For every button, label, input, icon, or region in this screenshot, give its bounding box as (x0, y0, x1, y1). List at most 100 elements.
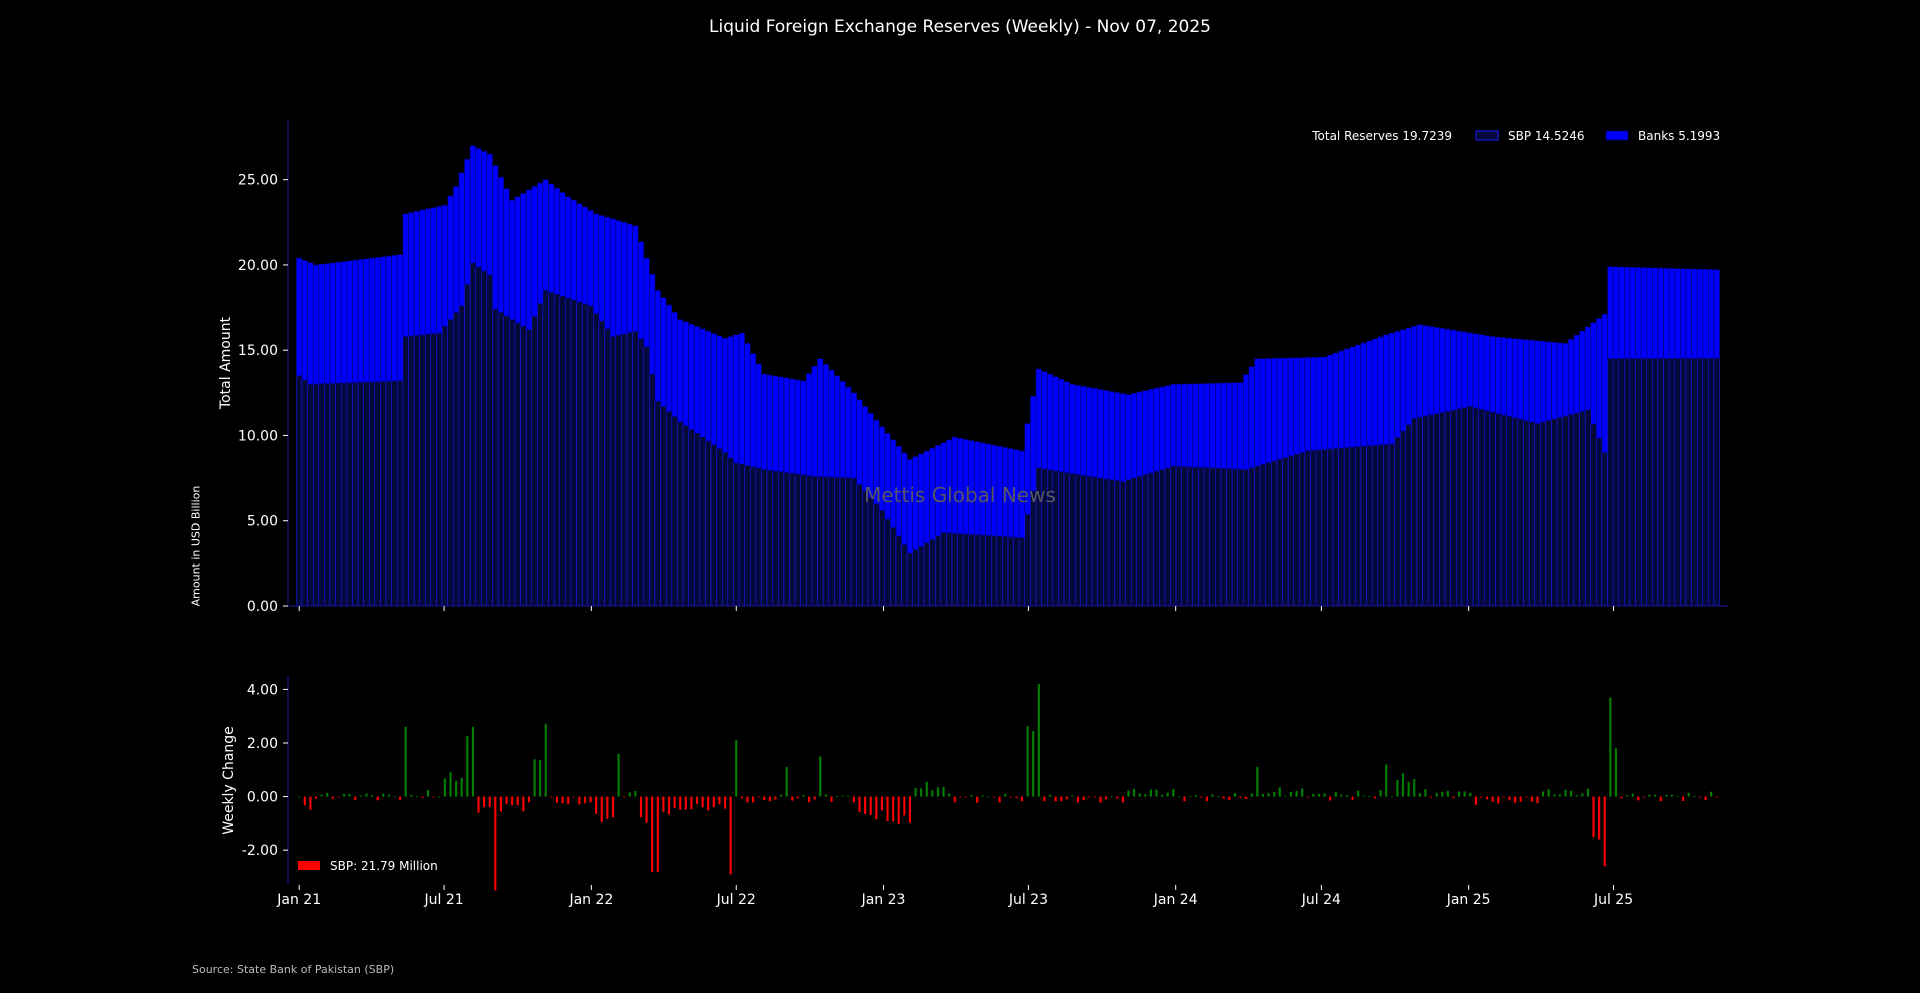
sbp-bar (867, 497, 874, 607)
sbp-bar (1439, 412, 1446, 607)
weekly-change-bar (1211, 794, 1214, 797)
banks-bar (1696, 268, 1704, 359)
banks-bar (1455, 330, 1463, 410)
weekly-change-bar (1345, 794, 1349, 797)
sbp-bar (363, 381, 370, 607)
sbp-bar (1248, 467, 1255, 607)
banks-bar (1248, 366, 1255, 469)
weekly-change-bar (1469, 792, 1472, 797)
sbp-bar (1371, 445, 1379, 607)
weekly-change-bar (1189, 796, 1192, 798)
weekly-change-bar (466, 736, 469, 797)
weekly-change-bar (1194, 794, 1197, 797)
sbp-bar (1175, 466, 1182, 607)
weekly-change-bar (1530, 796, 1533, 802)
banks-bar (1091, 388, 1098, 478)
weekly-change-bar (751, 796, 755, 803)
banks-bar (1702, 269, 1709, 359)
banks-bar (1584, 326, 1592, 411)
sbp-bar (1388, 443, 1395, 607)
weekly-change-bar (1396, 779, 1399, 797)
sbp-bar (845, 477, 852, 607)
watermark: Mettis Global News (864, 483, 1056, 507)
weekly-change-bar (1076, 796, 1080, 803)
sbp-bar (862, 490, 869, 607)
x-tick-label: Jul 21 (424, 892, 464, 908)
sbp-bar (626, 332, 633, 607)
weekly-change-bar (690, 796, 693, 810)
banks-bar (1046, 373, 1054, 471)
banks-bar (1461, 331, 1468, 408)
sbp-bar (391, 380, 398, 607)
weekly-change-bar (432, 796, 435, 798)
weekly-change-bar (645, 796, 648, 823)
weekly-change-bar (1698, 796, 1702, 798)
weekly-change-bar (1020, 796, 1024, 802)
banks-bar (581, 206, 589, 305)
banks-bar (1590, 322, 1597, 425)
weekly-change-bar (1317, 794, 1321, 797)
sbp-bar (1696, 358, 1704, 607)
banks-bar (1540, 340, 1547, 423)
weekly-change-bar (1368, 796, 1371, 797)
sbp-bar (1657, 358, 1664, 607)
weekly-change-bar (578, 796, 581, 805)
banks-bar (520, 193, 527, 327)
sbp-bar (1691, 358, 1698, 607)
sbp-bar (660, 406, 667, 607)
weekly-change-bar (1379, 790, 1382, 797)
sbp-bar (1629, 358, 1636, 607)
weekly-change-bar (1043, 796, 1046, 802)
banks-bar (486, 153, 493, 276)
weekly-change-bar (768, 796, 771, 802)
weekly-change-bar (976, 796, 979, 803)
sbp-bar (447, 319, 454, 607)
weekly-change-bar (1598, 796, 1601, 840)
weekly-change-bar (723, 796, 727, 809)
banks-bar (1153, 387, 1160, 472)
banks-bar (1495, 336, 1502, 414)
banks-bar (777, 376, 785, 473)
weekly-change-bar (331, 796, 334, 799)
banks-bar (1254, 358, 1261, 467)
banks-bar (1596, 318, 1603, 439)
sbp-bar (1091, 477, 1098, 607)
sbp-bar (380, 381, 387, 607)
banks-bar (688, 323, 695, 430)
weekly-change-bar (421, 796, 424, 798)
sbp-bar (974, 534, 981, 607)
banks-bar (1568, 338, 1575, 415)
weekly-change-bar (1631, 793, 1634, 797)
sbp-bar (1433, 413, 1440, 607)
sbp-bar (979, 534, 986, 607)
weekly-change-bar (314, 796, 318, 799)
sbp-bar (1377, 444, 1384, 607)
banks-bar (1399, 329, 1407, 432)
sbp-bar (1517, 419, 1524, 607)
weekly-change-bar (1177, 796, 1180, 798)
weekly-change-bar (914, 788, 917, 797)
sbp-bar (1461, 407, 1468, 607)
banks-bar (481, 150, 488, 272)
sbp-bar (486, 274, 493, 607)
weekly-change-bar (1032, 731, 1035, 797)
y-tick-label: 25.00 (238, 173, 278, 189)
banks-bar (621, 222, 628, 335)
weekly-change-bar (785, 767, 788, 797)
sbp-bar (1265, 462, 1272, 607)
banks-bar (525, 189, 533, 331)
sbp-bar (1159, 469, 1166, 607)
sbp-bar (548, 292, 555, 607)
banks-bar (1108, 391, 1115, 481)
sbp-bar (693, 433, 701, 607)
banks-bar (1383, 334, 1390, 445)
weekly-change-bar (920, 788, 923, 797)
sbp-bar (1467, 406, 1474, 607)
sbp-bar (1456, 408, 1463, 607)
banks-bar (1680, 268, 1687, 359)
sbp-bar (873, 503, 880, 607)
weekly-change-bar (483, 796, 486, 808)
banks-bar (307, 262, 314, 385)
sbp-bar (1276, 459, 1283, 607)
sbp-bar (1220, 468, 1227, 607)
